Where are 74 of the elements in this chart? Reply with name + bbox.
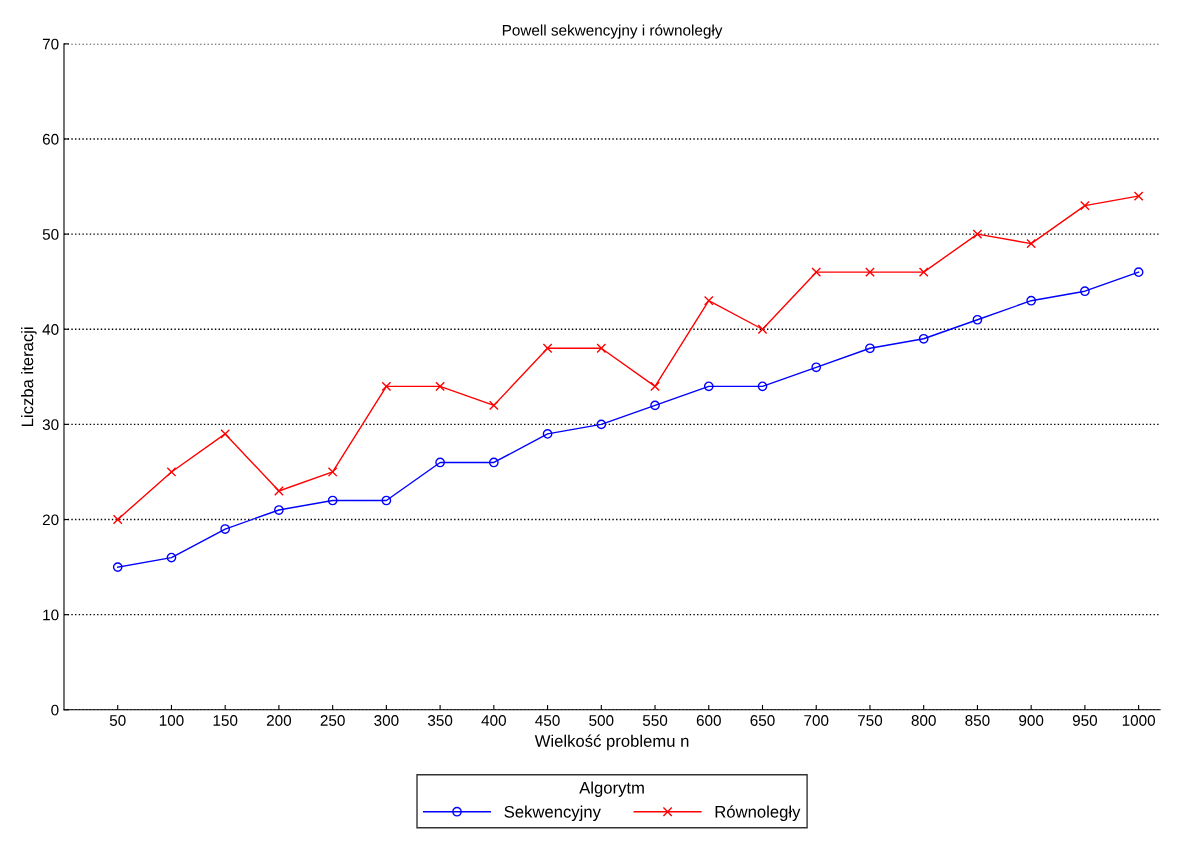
point bbox=[220, 524, 231, 534]
point bbox=[1133, 267, 1144, 278]
x-tick-label: 50 bbox=[109, 715, 126, 726]
point bbox=[972, 314, 983, 325]
point bbox=[650, 400, 660, 411]
x-axis-title: Wielkość problemu n bbox=[534, 734, 689, 751]
chart-title: Powell sekwencyjny i równoległy bbox=[502, 24, 723, 39]
point bbox=[435, 457, 445, 468]
y-tick-label: 10 bbox=[43, 609, 59, 621]
y-tick-label: 0 bbox=[51, 704, 59, 716]
point bbox=[811, 267, 822, 278]
x-tick-label: 550 bbox=[642, 715, 668, 726]
y-tick-label: 20 bbox=[42, 514, 59, 526]
point bbox=[488, 400, 499, 411]
x-tick-label: 500 bbox=[589, 715, 614, 726]
point bbox=[220, 429, 231, 439]
point bbox=[274, 505, 284, 515]
legend-title: Algorytm bbox=[579, 781, 644, 797]
x-tick-label: 300 bbox=[374, 715, 399, 726]
x-tick-label: 900 bbox=[1019, 715, 1044, 726]
legend-label: Sekwencyjny bbox=[504, 805, 601, 822]
x-tick-label: 650 bbox=[750, 715, 775, 726]
x-tick-label: 800 bbox=[911, 715, 936, 726]
y-tick-label: 70 bbox=[42, 38, 59, 50]
point bbox=[381, 381, 392, 392]
y-tick-label: 30 bbox=[42, 419, 59, 431]
point bbox=[488, 457, 499, 468]
point bbox=[596, 419, 607, 430]
point bbox=[1026, 238, 1037, 249]
point bbox=[757, 381, 768, 392]
point bbox=[274, 486, 284, 496]
x-tick-label: 950 bbox=[1072, 715, 1098, 726]
point bbox=[918, 267, 929, 278]
point bbox=[703, 381, 714, 392]
point bbox=[918, 333, 929, 344]
point bbox=[381, 495, 392, 506]
point bbox=[650, 381, 660, 392]
x-tick-label: 450 bbox=[535, 715, 560, 726]
point bbox=[703, 295, 714, 306]
x-tick-label: 200 bbox=[266, 715, 292, 726]
y-axis-title: Liczba iteracji bbox=[21, 327, 37, 426]
y-tick-label: 60 bbox=[42, 133, 59, 145]
x-tick-label: 600 bbox=[696, 715, 721, 726]
point bbox=[112, 562, 123, 572]
point bbox=[1080, 200, 1090, 211]
x-tick-label: 700 bbox=[804, 715, 829, 726]
point bbox=[166, 552, 177, 563]
point bbox=[542, 429, 553, 439]
point bbox=[327, 495, 338, 506]
point bbox=[865, 267, 875, 278]
point bbox=[542, 343, 553, 354]
point bbox=[757, 324, 768, 335]
point bbox=[166, 467, 177, 477]
legend-label: Równoległy bbox=[715, 805, 801, 822]
x-tick-label: 400 bbox=[481, 715, 506, 726]
x-tick-label: 850 bbox=[965, 715, 990, 726]
y-tick-label: 50 bbox=[42, 228, 59, 240]
x-tick-label: 250 bbox=[320, 715, 345, 726]
x-tick-label: 100 bbox=[159, 715, 184, 726]
point bbox=[1080, 286, 1090, 297]
point bbox=[1133, 191, 1144, 201]
x-tick-label: 750 bbox=[858, 715, 883, 726]
point bbox=[327, 467, 338, 477]
x-tick-label: 350 bbox=[427, 715, 453, 726]
x-tick-label: 1000 bbox=[1122, 715, 1156, 726]
point bbox=[112, 514, 123, 525]
point bbox=[435, 381, 445, 392]
point bbox=[972, 229, 983, 239]
x-tick-label: 150 bbox=[213, 715, 238, 726]
point bbox=[811, 362, 822, 373]
y-tick-label: 40 bbox=[42, 324, 59, 335]
point bbox=[1026, 295, 1037, 306]
point bbox=[596, 343, 607, 354]
point bbox=[865, 343, 875, 354]
